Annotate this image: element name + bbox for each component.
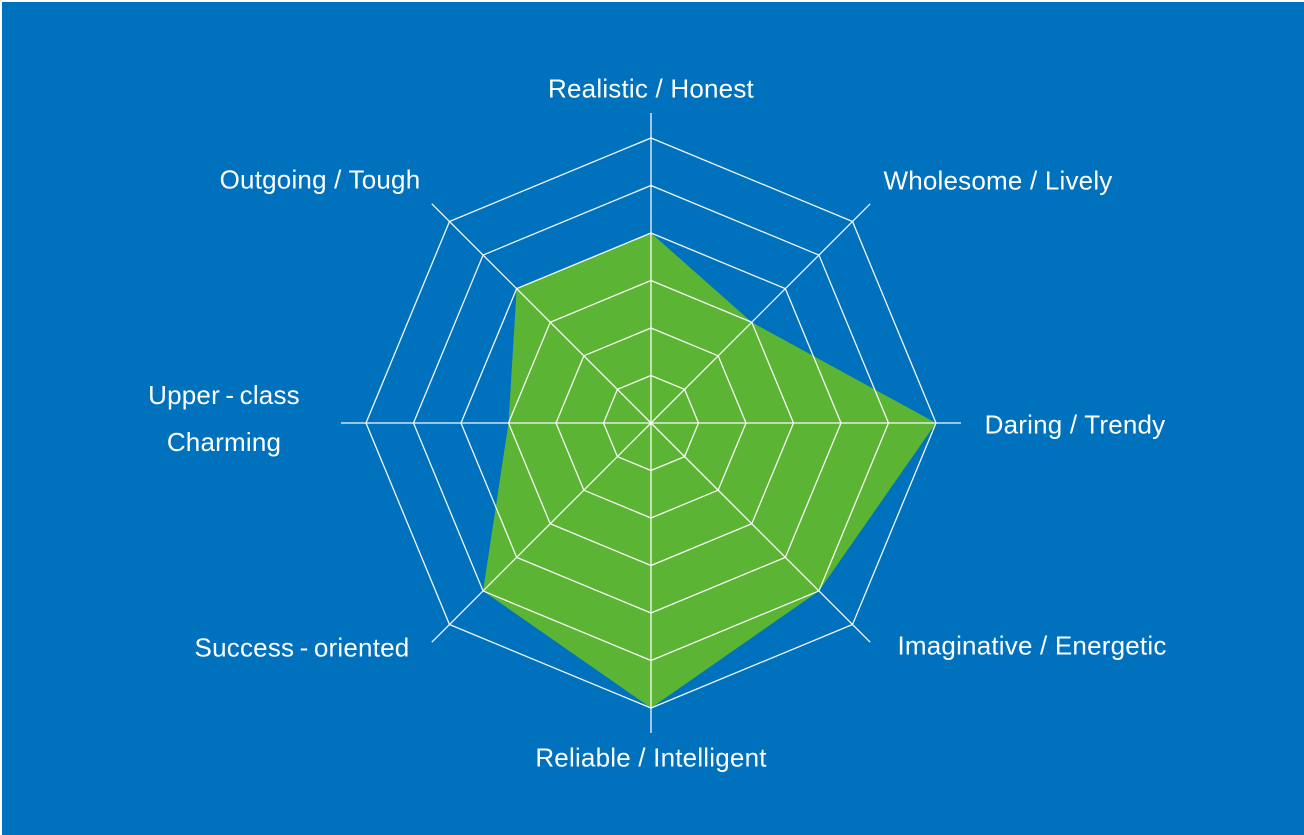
radar-axis-line [431, 203, 652, 424]
axis-label-success-oriented: Success - oriented [194, 632, 410, 663]
axis-label-upper-class-line2: Charming [166, 427, 282, 457]
axis-label-upper-class-line1: Upper - class [148, 380, 300, 410]
radar-axis-line [431, 422, 652, 643]
axis-label-wholesome-lively: Wholesome / Lively [883, 165, 1113, 196]
axis-label-outgoing-tough: Outgoing / Tough [219, 164, 421, 195]
axis-label-reliable-intelligent: Reliable / Intelligent [535, 742, 767, 773]
axis-label-realistic-honest: Realistic / Honest [548, 73, 754, 104]
data-polygon [483, 233, 936, 708]
radar-axis-line [650, 203, 871, 424]
axis-label-daring-trendy: Daring / Trendy [984, 409, 1166, 440]
axis-label-upper-class-charming: Upper - class Charming [148, 372, 300, 466]
radar-axis-line [650, 422, 871, 643]
axis-label-imaginative-energetic: Imaginative / Energetic [897, 630, 1167, 661]
